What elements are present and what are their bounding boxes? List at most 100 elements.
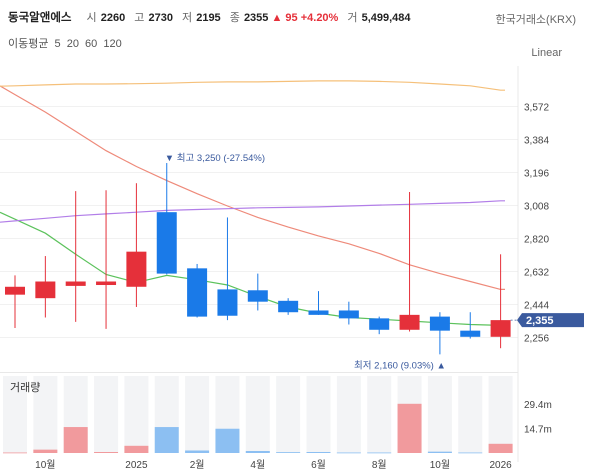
price-tick-label: 3,384: [524, 136, 549, 147]
time-tick-label: 10월: [430, 459, 450, 471]
volume-bar-track: [306, 376, 331, 453]
low-label: 저: [182, 12, 193, 24]
high-price-annotation: ▼ 최고 3,250 (-27.54%): [165, 153, 265, 164]
volume-bar[interactable]: [63, 427, 88, 453]
open-value: 2260: [100, 12, 126, 24]
candle[interactable]: [65, 191, 86, 322]
candle-body: [156, 212, 177, 274]
candle-body: [65, 281, 86, 286]
volume-bar[interactable]: [397, 403, 422, 453]
price-tick-label: 2,632: [524, 268, 549, 279]
candle[interactable]: [247, 273, 268, 311]
scale-mode-toggle[interactable]: Linear: [531, 47, 562, 59]
volume-bar[interactable]: [458, 452, 483, 454]
volume-bar[interactable]: [215, 428, 240, 453]
volume-bar[interactable]: [94, 451, 119, 453]
candle-body: [5, 286, 25, 295]
candle-body: [126, 251, 147, 287]
candle[interactable]: [96, 190, 117, 329]
volume-bar[interactable]: [154, 427, 179, 453]
stock-name: 동국알앤에스: [8, 12, 72, 24]
candle-body: [247, 290, 268, 302]
candle-body: [460, 330, 481, 337]
volume-bar[interactable]: [3, 452, 27, 454]
close-label: 종: [229, 12, 240, 24]
volume-bar[interactable]: [185, 450, 210, 453]
volume-tick-label: 29.4m: [524, 400, 552, 411]
volume-bar-track: [458, 376, 483, 453]
stock-summary-header: 동국알앤에스 시 2260 고 2730 저 2195 종 2355 ▲ 95 …: [8, 9, 411, 25]
ma-legend-label: 이동평균: [8, 38, 49, 50]
candle[interactable]: [490, 254, 511, 349]
candle-body: [187, 268, 208, 317]
candle[interactable]: [429, 312, 450, 355]
volume-bar[interactable]: [245, 450, 270, 453]
high-value: 2730: [148, 12, 173, 24]
candle-body: [35, 281, 56, 299]
candle[interactable]: [338, 301, 359, 325]
volume-bar-track: [185, 376, 210, 453]
volume-bar[interactable]: [427, 451, 452, 453]
price-tick-label: 2,256: [524, 334, 549, 345]
volume-bar-track: [94, 376, 119, 453]
price-tick-label: 2,820: [524, 235, 549, 246]
volume-bar-track: [367, 376, 392, 453]
ma-legend-60[interactable]: 60: [85, 38, 98, 50]
candle[interactable]: [399, 191, 420, 332]
price-tick-label: 3,572: [524, 103, 549, 114]
candle[interactable]: [35, 256, 56, 318]
ma-legend-5[interactable]: 5: [54, 38, 61, 50]
candle-body: [429, 316, 450, 331]
time-tick-label: 8월: [372, 459, 387, 471]
volume-bar-track: [427, 376, 452, 453]
time-tick-label: 2025: [125, 460, 148, 471]
candle-body: [96, 281, 117, 286]
volume-bar[interactable]: [33, 449, 58, 453]
candle[interactable]: [187, 263, 208, 318]
time-tick-label: 6월: [311, 459, 326, 471]
candle-body: [217, 289, 238, 316]
candle[interactable]: [278, 298, 299, 315]
candle[interactable]: [5, 275, 25, 329]
candle[interactable]: [156, 163, 177, 275]
volume-bar-track: [488, 376, 513, 453]
last-price-badge: [517, 313, 584, 328]
low-price-annotation: 최저 2,160 (9.03%) ▲: [354, 360, 446, 371]
price-tick-label: 3,008: [524, 202, 549, 213]
candle[interactable]: [126, 183, 147, 307]
candle-body: [399, 314, 420, 330]
time-tick-label: 2026: [489, 460, 512, 471]
volume-bar-track: [124, 376, 149, 453]
ma-legend-20[interactable]: 20: [66, 38, 79, 50]
candle[interactable]: [217, 217, 238, 321]
volume-bar-track: [33, 376, 58, 453]
price-tick-label: 2,444: [524, 301, 549, 312]
volume-bar[interactable]: [276, 452, 301, 453]
candle-body: [338, 310, 359, 319]
volume-bar-track: [3, 376, 27, 453]
volume-bar[interactable]: [367, 452, 392, 454]
exchange-name: 한국거래소(KRX): [495, 14, 576, 26]
volume-tick-label: 14.7m: [524, 424, 552, 435]
volume-label: 거: [347, 12, 358, 24]
volume-bar[interactable]: [488, 443, 513, 453]
volume-bar[interactable]: [124, 445, 149, 453]
candle-body: [308, 310, 329, 315]
volume-value: 5,499,484: [361, 12, 411, 24]
candle[interactable]: [308, 291, 329, 315]
moving-average-legend: 이동평균 5 20 60 120: [8, 35, 122, 51]
candle-body: [278, 300, 299, 313]
time-tick-label: 4월: [250, 459, 265, 471]
volume-bar[interactable]: [306, 451, 331, 453]
ma-60-line: [0, 80, 505, 91]
ma-legend-120[interactable]: 120: [103, 38, 122, 50]
volume-bar-track: [245, 376, 270, 453]
volume-bar[interactable]: [336, 452, 361, 454]
volume-bar-track: [336, 376, 361, 453]
last-price-label: 2,355: [526, 315, 554, 327]
high-label: 고: [134, 12, 145, 24]
candle[interactable]: [460, 312, 481, 339]
candle[interactable]: [369, 316, 390, 335]
volume-bar-track: [276, 376, 301, 453]
